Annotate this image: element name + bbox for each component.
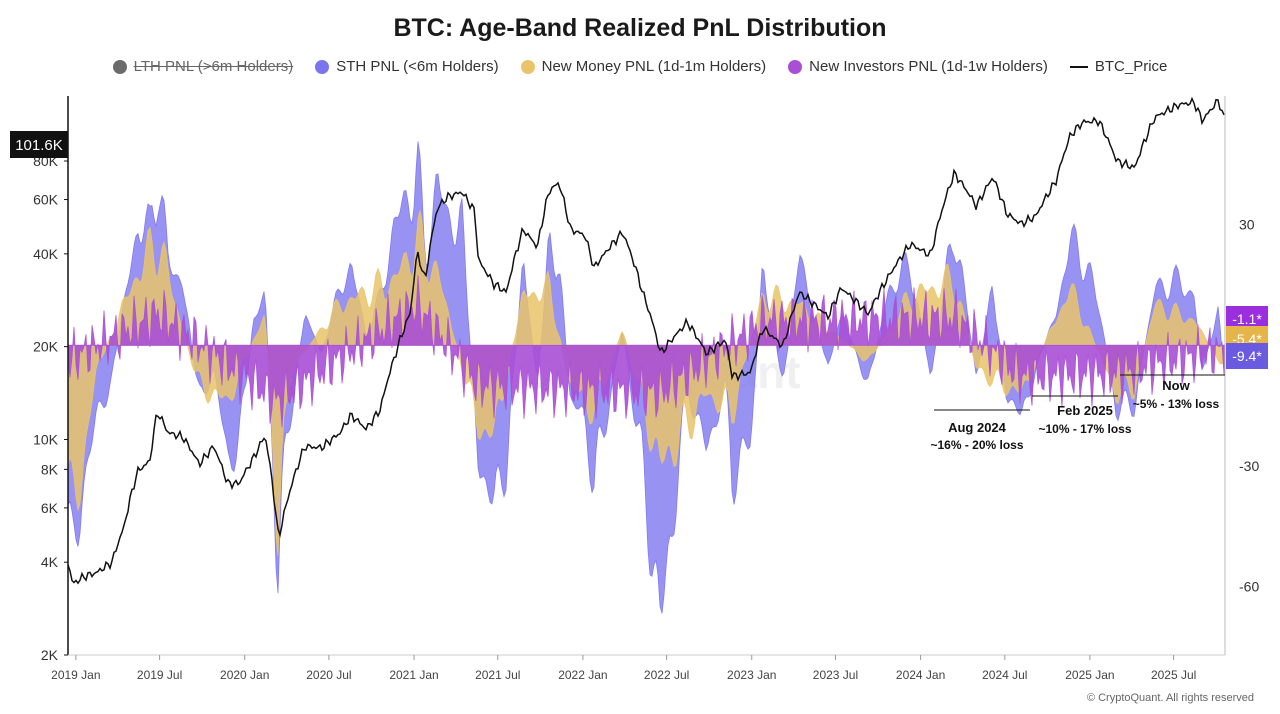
x-tick-label: 2019 Jan xyxy=(51,668,100,682)
price-badge: 101.6K xyxy=(15,137,63,154)
x-tick-label: 2022 Jul xyxy=(644,668,689,682)
legend-item-new-investors-pnl[interactable]: New Investors PNL (1d-1w Holders) xyxy=(788,58,1048,75)
x-tick-label: 2025 Jul xyxy=(1151,668,1196,682)
x-tick-label: 2024 Jul xyxy=(982,668,1027,682)
legend-swatch-new-money xyxy=(520,59,535,74)
x-tick-label: 2023 Jul xyxy=(813,668,858,682)
legend-swatch-btc-price xyxy=(1069,65,1088,68)
annotation-text: ~16% - 20% loss xyxy=(930,438,1023,452)
footer-credit: © CryptoQuant. All rights reserved xyxy=(1086,692,1254,704)
right-tick-label: -60 xyxy=(1239,579,1259,595)
x-tick-label: 2021 Jul xyxy=(475,668,520,682)
price-badge-box xyxy=(10,131,68,158)
annotation-title: Aug 2024 xyxy=(948,420,1007,435)
legend-swatch-sth xyxy=(315,59,330,74)
legend-label-sth: STH PNL (<6m Holders) xyxy=(336,58,499,75)
annotation-title: Now xyxy=(1162,378,1190,393)
legend-item-new-money-pnl[interactable]: New Money PNL (1d-1m Holders) xyxy=(520,58,767,75)
left-tick-label: 40K xyxy=(33,246,59,262)
value-badge: -1.1* xyxy=(1232,311,1262,327)
left-tick-label: 8K xyxy=(41,461,59,477)
x-tick-label: 2023 Jan xyxy=(727,668,776,682)
btc-price-line xyxy=(67,96,1225,585)
x-tick-label: 2024 Jan xyxy=(896,668,945,682)
legend-swatch-lth xyxy=(112,59,127,74)
x-tick-label: 2021 Jan xyxy=(389,668,438,682)
value-badge: -9.4* xyxy=(1232,348,1262,364)
annotation-text: ~10% - 17% loss xyxy=(1038,422,1131,436)
right-tick-label: 30 xyxy=(1239,217,1255,233)
legend-label-lth: LTH PNL (>6m Holders) xyxy=(133,58,294,75)
x-tick-label: 2019 Jul xyxy=(137,668,182,682)
x-tick-label: 2020 Jul xyxy=(306,668,351,682)
left-tick-label: 2K xyxy=(41,647,59,663)
x-tick-label: 2022 Jan xyxy=(558,668,607,682)
x-tick-label: 2025 Jan xyxy=(1065,668,1114,682)
left-tick-label: 20K xyxy=(33,339,59,355)
legend-item-btc-price[interactable]: BTC_Price xyxy=(1069,58,1168,75)
x-tick-label: 2020 Jan xyxy=(220,668,269,682)
legend-label-btc-price: BTC_Price xyxy=(1094,58,1168,75)
left-tick-label: 4K xyxy=(41,554,59,570)
new-investors-pnl-area xyxy=(67,275,1226,428)
legend-swatch-new-investors xyxy=(788,59,803,74)
legend-label-new-money: New Money PNL (1d-1m Holders) xyxy=(541,58,767,75)
legend-label-new-investors: New Investors PNL (1d-1w Holders) xyxy=(809,58,1048,75)
legend-item-sth-pnl[interactable]: STH PNL (<6m Holders) xyxy=(315,58,499,75)
left-tick-label: 6K xyxy=(41,500,59,516)
left-tick-label: 10K xyxy=(33,431,59,447)
annotation-text: ~5% - 13% loss xyxy=(1133,397,1220,411)
legend: LTH PNL (>6m Holders) STH PNL (<6m Holde… xyxy=(0,58,1280,75)
chart-title: BTC: Age-Band Realized PnL Distribution xyxy=(393,14,887,42)
legend-item-lth-pnl[interactable]: LTH PNL (>6m Holders) xyxy=(112,58,294,75)
left-tick-label: 60K xyxy=(33,192,59,208)
value-badge-box xyxy=(1226,343,1268,369)
right-tick-label: -30 xyxy=(1239,458,1259,474)
annotation-title: Feb 2025 xyxy=(1057,403,1113,418)
